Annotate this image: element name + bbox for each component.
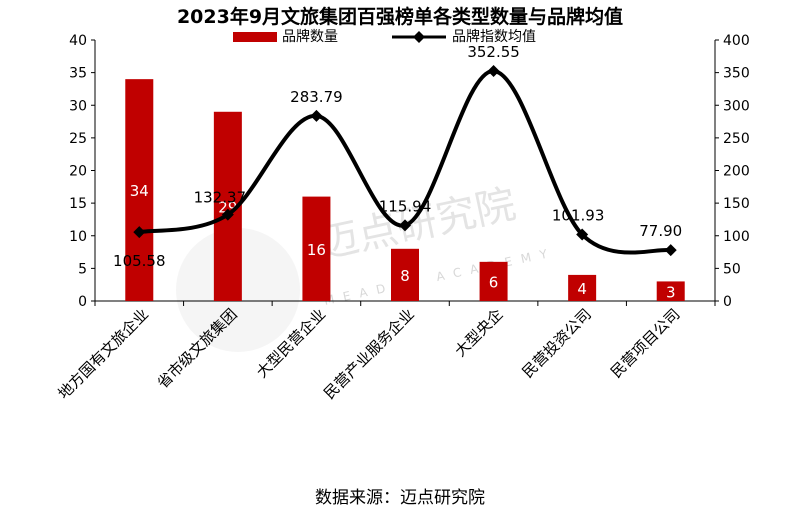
- bar: [125, 79, 154, 302]
- bar-value-label: 34: [130, 182, 149, 200]
- line-value-label: 352.55: [467, 43, 520, 61]
- right-tick-label: 100: [723, 229, 750, 245]
- line-path: [138, 68, 672, 255]
- legend-bar-label: 品牌数量: [282, 28, 338, 45]
- right-tick-label: 300: [723, 98, 750, 114]
- bar: [656, 281, 685, 301]
- left-tick-label: 20: [69, 164, 87, 180]
- right-tick-label: 150: [723, 196, 750, 212]
- legend: 品牌数量 品牌指数均值: [233, 28, 536, 45]
- line-value-label: 101.93: [552, 206, 605, 224]
- x-category-label: 大型央企: [451, 305, 506, 360]
- bar-value-label: 6: [489, 273, 499, 291]
- left-tick-label: 40: [69, 33, 87, 49]
- line-series: 105.58 132.37 283.79 115.94 352.55 101.93 77.9…: [113, 43, 682, 270]
- x-category-label: 民营项目公司: [607, 305, 683, 381]
- bar: [391, 248, 419, 301]
- bar: [302, 196, 331, 301]
- line-point: [221, 208, 234, 221]
- line-value-label: 105.58: [113, 252, 166, 270]
- bar-value-label: 16: [307, 241, 326, 259]
- line-point: [576, 228, 589, 241]
- left-tick-label: 35: [69, 66, 87, 82]
- right-tick-label: 250: [723, 131, 750, 147]
- left-tick-label: 15: [69, 196, 87, 212]
- legend-bar-swatch: [233, 32, 277, 42]
- x-category-label: 地方国有文旅企业: [55, 305, 153, 403]
- x-axis-labels: 地方国有文旅企业 省市级文旅集团 大型民营企业民营产业服务企业 大型央企 民营投资公司民…: [55, 305, 684, 403]
- bar-value-label: 4: [577, 280, 587, 298]
- x-category-label: 民营产业服务企业: [320, 305, 418, 403]
- left-tick-label: 25: [69, 131, 87, 147]
- x-category-label: 民营投资公司: [519, 305, 595, 381]
- line-point: [310, 109, 323, 122]
- chart-title: 2023年9月文旅集团百强榜单各类型数量与品牌均值: [176, 6, 624, 28]
- source-note: 数据来源：迈点研究院: [315, 488, 485, 508]
- legend-line-marker: [413, 31, 425, 43]
- line-value-label: 77.90: [639, 222, 682, 240]
- line-point: [487, 64, 500, 77]
- right-tick-label: 50: [723, 261, 741, 277]
- bar-value-label: 8: [400, 267, 410, 285]
- left-tick-label: 5: [78, 261, 87, 277]
- line-point: [133, 226, 146, 239]
- line-value-label: 283.79: [290, 88, 343, 106]
- line-point: [399, 219, 411, 232]
- line-value-label: 115.94: [379, 197, 432, 215]
- right-tick-label: 350: [723, 66, 750, 82]
- bar-value-label: 3: [666, 283, 676, 301]
- right-tick-label: 0: [723, 294, 732, 310]
- bar: [479, 261, 508, 301]
- bar: [568, 274, 597, 301]
- left-tick-label: 0: [78, 294, 87, 310]
- left-tick-label: 10: [69, 229, 87, 245]
- line-point: [664, 244, 677, 257]
- right-tick-label: 400: [723, 33, 750, 49]
- legend-line-label: 品牌指数均值: [452, 28, 536, 45]
- left-tick-label: 30: [69, 98, 87, 114]
- right-tick-label: 200: [723, 164, 750, 180]
- line-value-label: 132.37: [194, 189, 247, 207]
